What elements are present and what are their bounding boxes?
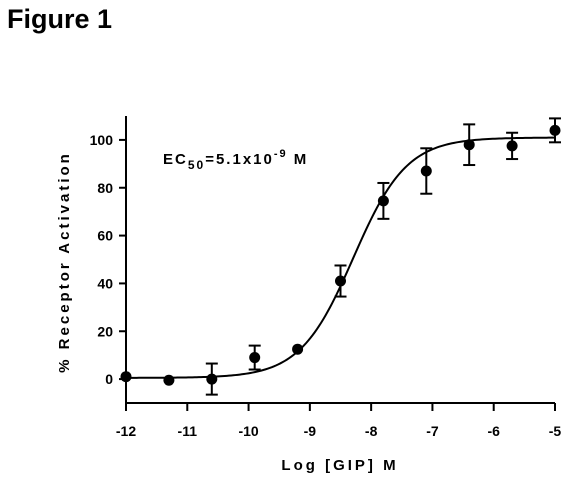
y-tick-label: 40: [97, 275, 113, 291]
x-tick-label: -5: [549, 423, 562, 439]
y-tick-label: 0: [105, 371, 113, 387]
ec50-subscript: 50: [188, 158, 205, 172]
x-axis-label: Log [GIP] M: [281, 457, 398, 474]
data-point: [549, 124, 561, 136]
axes: 0 20 40 60 80 100 -12 -11 -10 -9 -8 -7 -6 -5: [90, 116, 562, 439]
x-tick-label: -12: [116, 423, 136, 439]
ec50-annotation: EC50=5.1x10-9 M: [163, 148, 308, 172]
ec50-unit: M: [288, 151, 309, 168]
data-point: [420, 165, 432, 177]
data-point: [249, 352, 261, 364]
data-point: [506, 140, 518, 152]
data-point: [163, 374, 175, 386]
x-tick-label: -8: [365, 423, 378, 439]
fit-curve-layer: [126, 136, 556, 379]
figure-title: Figure 1: [7, 4, 113, 34]
x-tick-label: -10: [238, 423, 258, 439]
y-tick-label: 20: [97, 323, 113, 339]
data-point: [292, 343, 304, 355]
data-point: [120, 371, 132, 383]
x-tick-label: -7: [426, 423, 439, 439]
x-tick-label: -9: [304, 423, 317, 439]
y-tick-label: 80: [97, 180, 113, 196]
y-tick-label: 100: [90, 132, 114, 148]
data-point: [463, 139, 475, 151]
x-tick-label: -11: [178, 423, 198, 439]
data-point: [377, 195, 389, 207]
x-tick-label: -6: [487, 423, 500, 439]
fit-curve: [126, 136, 556, 379]
ec50-label: EC: [163, 151, 188, 168]
ec50-value: =5.1x10: [205, 151, 274, 168]
ec50-exponent: -9: [274, 148, 288, 160]
y-tick-label: 60: [97, 228, 113, 244]
y-axis-label: % Receptor Activation: [56, 151, 73, 373]
data-points-layer: [120, 117, 561, 396]
data-point: [335, 275, 346, 287]
data-point: [206, 373, 218, 385]
